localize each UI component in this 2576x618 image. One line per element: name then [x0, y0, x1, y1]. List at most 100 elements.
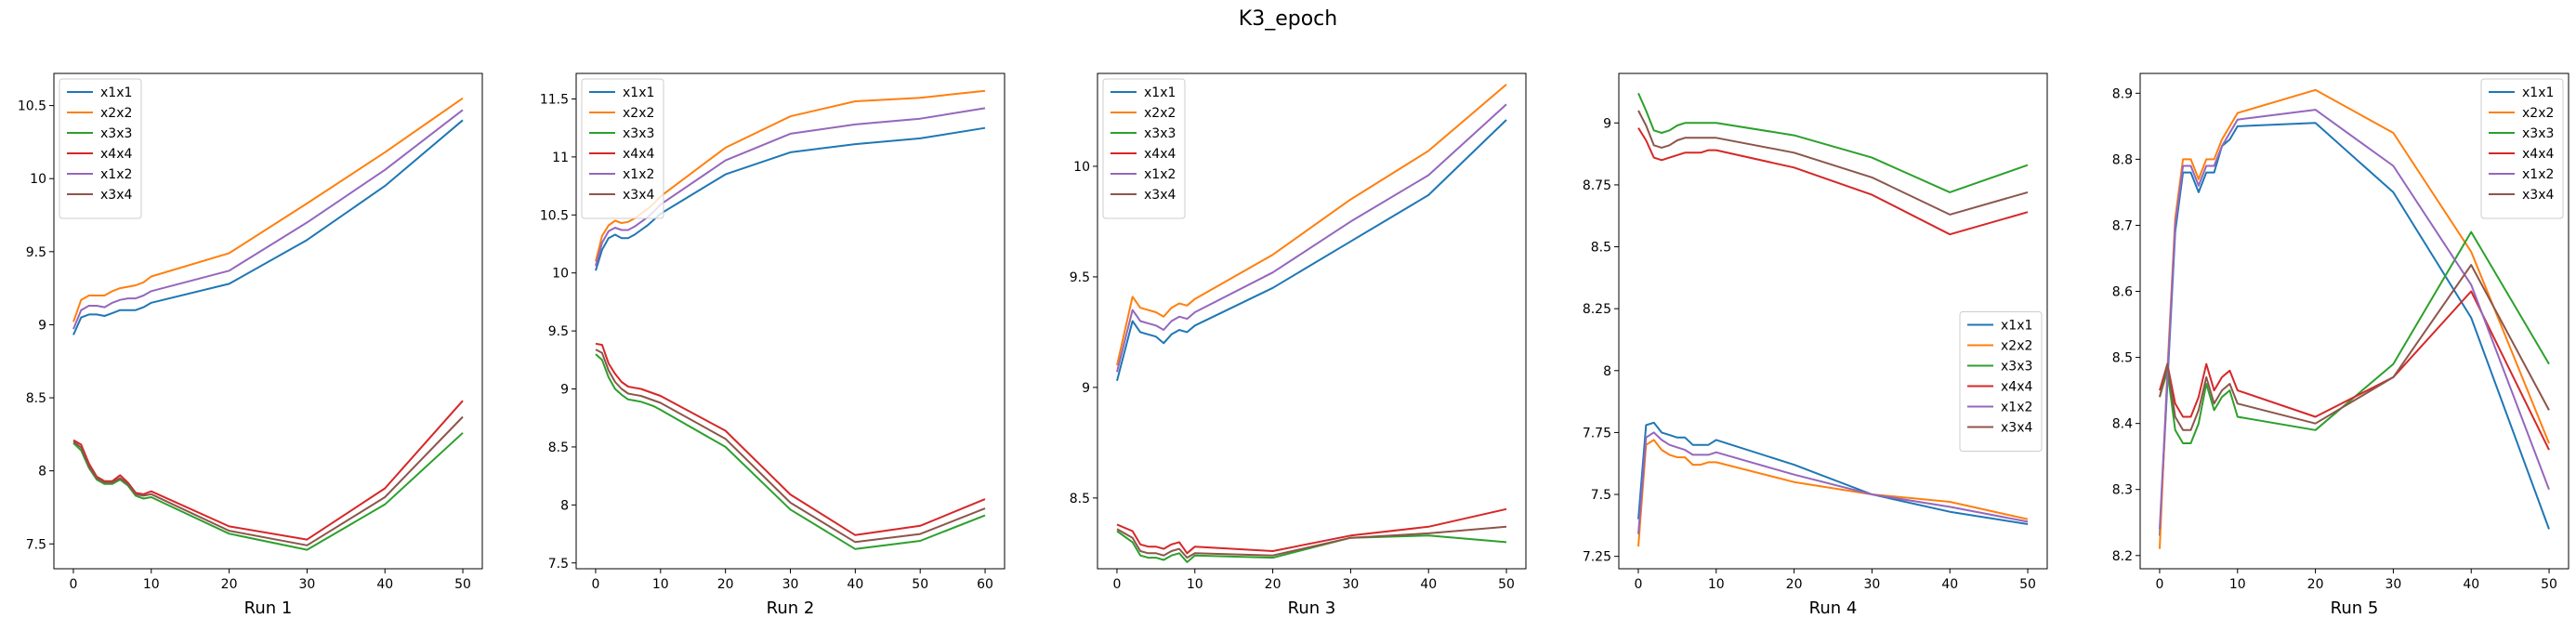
y-tick-label: 9 [1603, 116, 1611, 131]
legend: x1x1 x2x2 x3x3 x4x4 x1x2 x3x4 [581, 78, 664, 219]
x-tick-label: 0 [69, 577, 77, 592]
series-line-x1x2 [72, 109, 464, 330]
legend-label: x3x4 [100, 188, 132, 203]
x-axis-label: Run 3 [1288, 598, 1336, 618]
y-tick-label: 8.5 [1070, 492, 1090, 506]
y-tick-label: 7.5 [548, 557, 569, 572]
y-tick-label: 9 [38, 318, 46, 333]
x-tick-label: 10 [2229, 577, 2246, 592]
subplot-4: 0 10 20 30 40 50 7.25 7.5 7.75 8 8.25 8.5 8.75 9 Run 4… [1583, 72, 2048, 618]
subplot-2: 0 10 20 30 40 50 60 7.5 8 8.5 9 9.5 10 10.5 11 11.5 Run … [540, 72, 1005, 618]
y-tick-label: 7.5 [1591, 488, 1611, 503]
legend-label: x1x1 [100, 85, 132, 100]
y-tick-label: 8.9 [2112, 86, 2133, 101]
x-tick-label: 40 [1420, 577, 1437, 592]
figure-title: K3_epoch [1239, 7, 1337, 31]
series-line-x4x4 [1116, 507, 1507, 555]
legend: x1x1 x2x2 x3x3 x4x4 x1x2 x3x4 [59, 78, 142, 219]
y-tick-label: 8.5 [1591, 241, 1611, 256]
y-tick-label: 8 [38, 465, 46, 480]
x-axis-label: Run 1 [244, 598, 293, 618]
legend-label: x4x4 [2001, 380, 2032, 395]
y-tick-label: 7.5 [26, 537, 46, 552]
x-tick-label: 20 [1786, 577, 1803, 592]
x-tick-label: 30 [782, 577, 799, 592]
series-line-x3x4 [1637, 110, 2029, 216]
x-tick-label: 50 [2019, 577, 2036, 592]
y-tick-label: 8.3 [2112, 483, 2133, 498]
legend-label: x1x1 [2001, 319, 2032, 334]
legend-label: x4x4 [100, 147, 132, 162]
series-line-x1x1 [595, 126, 986, 271]
x-tick-label: 0 [591, 577, 599, 592]
series-line-x4x4 [72, 400, 464, 541]
y-tick-label: 8.5 [2112, 351, 2133, 366]
legend: x1x1 x2x2 x3x3 x4x4 x1x2 x3x4 [1102, 78, 1186, 219]
x-tick-label: 50 [2541, 577, 2557, 592]
x-tick-label: 20 [717, 577, 734, 592]
x-tick-label: 30 [1342, 577, 1359, 592]
x-tick-label: 0 [1634, 577, 1642, 592]
y-tick-label: 9 [560, 383, 569, 398]
y-tick-label: 8.25 [1583, 302, 1611, 317]
y-tick-label: 8.5 [548, 440, 569, 455]
y-tick-label: 8.75 [1583, 178, 1611, 193]
x-tick-label: 20 [221, 577, 238, 592]
legend-label: x1x2 [2522, 167, 2554, 182]
legend-label: x2x2 [623, 106, 654, 121]
series-line-x1x2 [595, 107, 986, 267]
series-line-x3x4 [72, 415, 464, 546]
x-tick-label: 50 [454, 577, 471, 592]
series-line-x4x4 [2159, 290, 2550, 451]
legend-label: x2x2 [1144, 106, 1176, 121]
y-tick-label: 10 [1073, 160, 1090, 175]
subplot-1: 0 10 20 30 40 50 7.5 8 8.5 9 9.5 10 10.5 Run 1 x1x1 x2x… [18, 72, 483, 618]
series-line-x3x4 [2159, 264, 2550, 431]
series-line-x3x4 [595, 348, 986, 544]
x-tick-label: 30 [1863, 577, 1880, 592]
y-tick-label: 8 [1603, 364, 1611, 379]
legend-frame [59, 78, 142, 219]
legend: x1x1 x2x2 x3x3 x4x4 x1x2 x3x4 [1959, 311, 2043, 452]
legend-label: x1x2 [2001, 401, 2032, 415]
y-tick-label: 9.5 [548, 324, 569, 339]
legend-label: x1x1 [623, 85, 654, 100]
series-line-x3x3 [1637, 92, 2029, 193]
y-tick-label: 8.7 [2112, 218, 2133, 233]
legend-label: x1x2 [1144, 167, 1176, 182]
y-tick-label: 8.6 [2112, 285, 2133, 300]
legend-label: x4x4 [2522, 147, 2554, 162]
y-tick-label: 8.4 [2112, 417, 2133, 432]
series-line-x3x4 [1116, 525, 1507, 559]
y-tick-label: 11.5 [540, 92, 569, 107]
y-tick-label: 9.5 [1070, 270, 1090, 285]
y-tick-label: 8.5 [26, 391, 46, 406]
y-tick-label: 8.8 [2112, 152, 2133, 167]
x-tick-label: 30 [298, 577, 315, 592]
y-tick-label: 7.25 [1583, 550, 1611, 565]
series-line-x1x2 [1637, 431, 2029, 534]
legend-label: x3x4 [1144, 188, 1176, 203]
x-axis-label: Run 2 [767, 598, 815, 618]
y-tick-label: 11 [552, 151, 569, 165]
subplot-5: 0 10 20 30 40 50 8.2 8.3 8.4 8.5 8.6 8.7 8.8 8.9 Run 5… [2112, 72, 2569, 618]
y-tick-label: 8 [560, 498, 569, 513]
series-line-x4x4 [1637, 127, 2029, 236]
legend-label: x3x3 [623, 126, 654, 141]
y-tick-label: 8.2 [2112, 549, 2133, 564]
legend-label: x3x3 [100, 126, 132, 141]
x-tick-label: 30 [2385, 577, 2401, 592]
x-tick-label: 0 [1112, 577, 1121, 592]
legend-label: x1x2 [623, 167, 654, 182]
series-line-x3x3 [2159, 230, 2550, 444]
y-tick-label: 9 [1082, 381, 1090, 396]
y-tick-label: 10 [30, 172, 46, 187]
legend-label: x1x1 [2522, 85, 2554, 100]
y-tick-label: 7.75 [1583, 426, 1611, 440]
series-line-x3x3 [595, 353, 986, 550]
legend-label: x3x4 [2522, 188, 2554, 203]
x-tick-label: 10 [652, 577, 669, 592]
legend-frame [1959, 311, 2043, 452]
x-tick-label: 20 [2307, 577, 2324, 592]
